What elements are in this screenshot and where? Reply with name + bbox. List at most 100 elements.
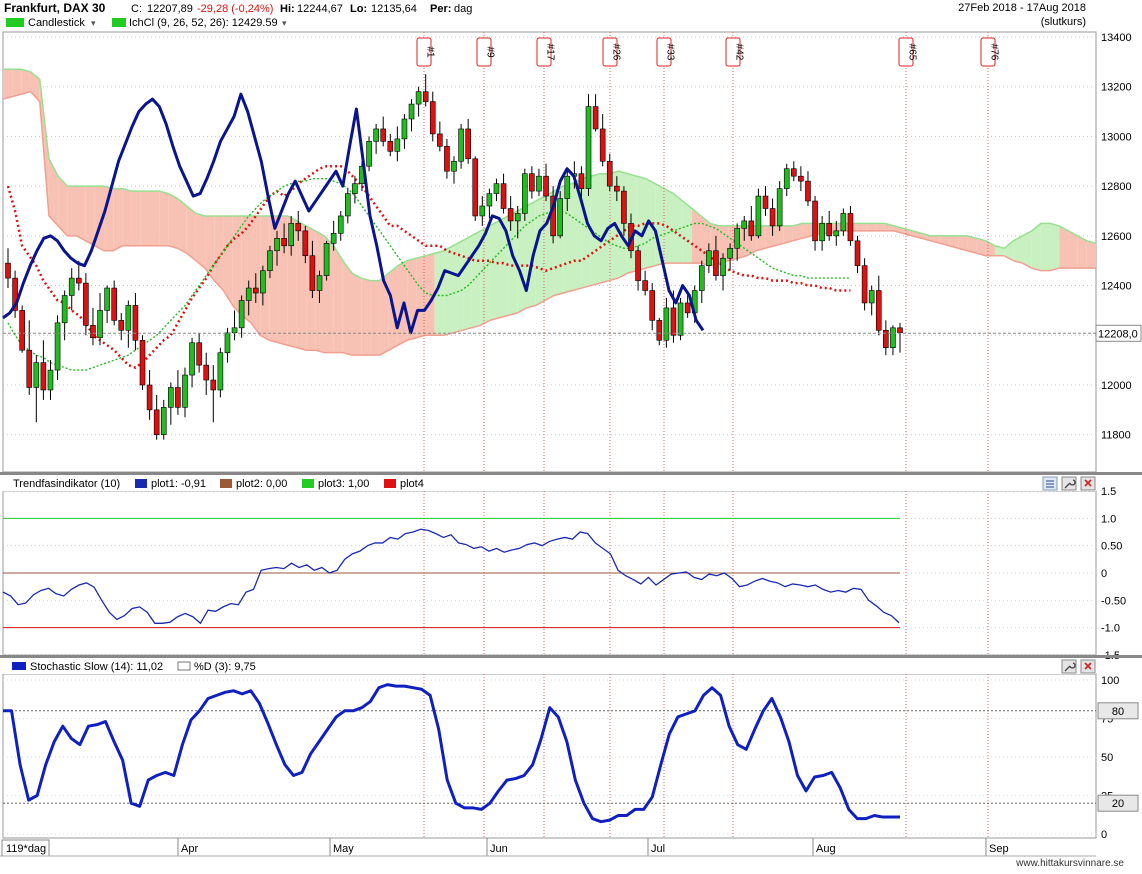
trend-list-button[interactable] — [1042, 476, 1058, 491]
cloud-segment — [664, 188, 674, 264]
candle — [260, 265, 266, 306]
cloud-segment — [1013, 235, 1023, 264]
candle — [585, 94, 592, 197]
event-marker-box — [416, 37, 432, 67]
candle — [203, 352, 210, 395]
candle-body — [649, 290, 656, 321]
panel-divider — [0, 655, 1142, 658]
candle — [451, 156, 457, 184]
trend-settings-button[interactable] — [1061, 476, 1077, 491]
ichimoku-legend-button[interactable]: IchCl (9, 26, 52, 26): 12429.59 ▾ — [112, 17, 287, 29]
reference-box — [1097, 702, 1139, 720]
candle-body — [160, 407, 167, 436]
candle — [656, 317, 663, 346]
candle — [337, 210, 344, 241]
candle-body — [210, 379, 217, 391]
cloud-segment — [122, 188, 132, 246]
stoch-close-button[interactable] — [1080, 659, 1096, 674]
candle-body — [309, 255, 316, 291]
candle-body — [493, 183, 500, 194]
cloud-segment — [535, 196, 545, 306]
instrument-name: Frankfurt, DAX 30 — [4, 1, 106, 15]
cloud-segment — [1040, 223, 1051, 271]
cloud-segment — [866, 223, 876, 231]
x-month-label: Jun — [490, 843, 508, 855]
candle-body — [224, 332, 231, 353]
date-range: 27Feb 2018 - 17Aug 2018 — [958, 2, 1086, 14]
candle — [118, 312, 125, 341]
cloud-segment — [985, 240, 995, 256]
candle-body — [83, 282, 89, 326]
reference-label: 20 — [1112, 798, 1124, 810]
event-marker-box — [898, 37, 914, 67]
wrench-icon — [1064, 662, 1076, 672]
candle — [741, 215, 748, 241]
candle — [599, 114, 606, 167]
close-value: 12207,89 — [147, 3, 193, 15]
candle-body — [40, 362, 47, 391]
close-icon — [1084, 662, 1092, 670]
last-price-box — [1095, 324, 1142, 342]
candle — [274, 230, 280, 266]
candle-body — [153, 409, 160, 436]
trend-close-button[interactable] — [1080, 476, 1096, 491]
price-panel: 1180012000122001240012600128001300013200… — [2, 31, 1142, 473]
candle — [514, 206, 521, 239]
candle-body — [5, 262, 11, 279]
cloud-segment — [67, 186, 77, 236]
candle-body — [642, 280, 648, 291]
candle — [861, 258, 868, 311]
cloud-segment — [85, 186, 95, 246]
candle-body — [805, 180, 811, 202]
cloud-segment — [1022, 230, 1032, 269]
candle-body — [33, 362, 40, 388]
cloud-segment — [600, 173, 610, 284]
event-marker-box — [476, 37, 492, 67]
y-tick-label: 13000 — [1101, 131, 1132, 143]
cloud-segment — [131, 191, 141, 246]
cloud-segment — [3, 69, 13, 100]
period-value: dag — [454, 3, 472, 15]
event-marker-label: #17 — [545, 44, 556, 61]
x-month-label: Jul — [651, 843, 665, 855]
candle — [5, 248, 11, 289]
candle-body — [68, 277, 75, 296]
stoch-settings-button[interactable] — [1061, 659, 1077, 674]
candle — [316, 270, 323, 303]
stoch-frame — [2, 673, 1097, 839]
low-label: Lo: — [350, 3, 367, 15]
candlestick-legend-button[interactable]: Candlestick ▾ — [6, 17, 96, 29]
candle — [245, 280, 252, 316]
candle — [734, 223, 740, 261]
cloud-segment — [58, 176, 68, 236]
candle — [507, 196, 514, 231]
candle-body — [182, 374, 188, 408]
candle-body — [302, 230, 309, 257]
cloud-segment — [1031, 223, 1041, 271]
candle — [521, 168, 528, 221]
candle-body — [670, 307, 677, 336]
cloud-segment — [1077, 235, 1087, 269]
candle-body — [47, 369, 54, 391]
candle — [776, 181, 783, 231]
candle-body — [231, 327, 238, 334]
change-value: -29,28 (-0,24%) — [197, 3, 273, 15]
y-tick-label: 0 — [1101, 568, 1107, 580]
candle-body — [90, 325, 96, 339]
y-tick-label: 100 — [1101, 675, 1119, 687]
candle-body — [12, 277, 18, 311]
candle — [90, 307, 96, 346]
candle-body — [26, 349, 33, 388]
candle — [819, 215, 825, 251]
candle-body — [755, 195, 762, 237]
cloud-segment — [563, 183, 573, 294]
price-type: (slutkurs) — [1041, 16, 1086, 28]
candle — [146, 370, 153, 420]
candle — [373, 123, 379, 154]
y-tick-label: 13400 — [1101, 32, 1132, 44]
event-marker-label: #42 — [734, 44, 745, 61]
candle — [380, 116, 387, 147]
candle — [783, 163, 790, 197]
candle — [401, 114, 408, 149]
